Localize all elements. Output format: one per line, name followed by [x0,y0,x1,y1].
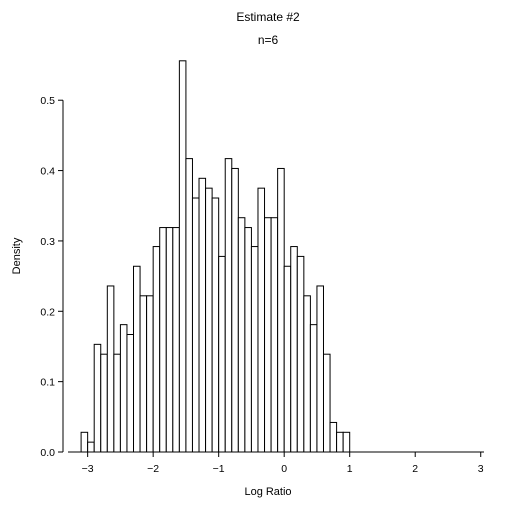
histogram-bar [165,227,174,453]
x-tick-label: 3 [478,463,484,475]
x-axis: −3 −2 −1 0 1 2 3 [68,451,484,475]
histogram-bar [270,217,279,453]
histogram-bar [80,431,89,453]
y-tick-label: 0.5 [40,95,55,107]
histogram-bar [146,295,154,453]
histogram-bar [178,60,187,453]
histogram-bar [113,353,121,453]
histogram-bar [126,334,135,453]
histogram-bar [296,255,305,453]
x-tick-label: 1 [347,463,353,475]
histogram-bar [257,187,266,453]
histogram-bar [211,197,220,453]
y-tick-label: 0.2 [40,306,55,318]
histogram-bar [237,217,246,453]
histogram-bar [198,177,207,453]
x-tick-label: −2 [147,463,159,475]
x-tick-label: −1 [213,463,225,475]
y-tick-label: 0.1 [40,377,55,389]
histogram-bar [336,431,344,453]
x-tick-label: 0 [281,463,287,475]
x-axis-label: Log Ratio [244,486,291,498]
histogram-bar [133,265,141,453]
histogram-bar [191,197,200,453]
histogram-bar [303,295,311,453]
histogram-bar [100,353,108,453]
y-tick-label: 0.4 [40,166,55,178]
x-tick-label: 2 [412,463,418,475]
histogram-bar [218,255,226,453]
histogram-bar [309,324,318,453]
chart-title: Estimate #2 [236,10,300,24]
histogram-bar [323,353,331,453]
histogram-bar [93,343,102,453]
histogram-bar [316,285,324,453]
histogram-bar [172,227,180,453]
histogram-bar [231,167,239,453]
histogram-bar [139,295,148,453]
chart-subtitle: n=6 [258,33,279,47]
histogram-bar [159,227,167,453]
bars-group [80,60,351,453]
histogram-bar [224,158,233,453]
histogram-bar [152,246,161,453]
y-tick-label: 0.3 [40,236,55,248]
histogram-bar [264,217,272,453]
histogram-bar [87,441,95,453]
histogram-bar [185,158,193,453]
y-axis-label: Density [11,237,23,274]
histogram-bar [106,285,115,453]
histogram-bar [329,421,338,453]
histogram-bar [342,431,351,453]
histogram-bar [244,227,252,453]
histogram-bar [119,324,128,453]
histogram-bar [290,246,298,453]
histogram-bar [205,187,213,453]
y-tick-label: 0.0 [40,447,55,459]
x-tick-label: −3 [82,463,94,475]
histogram-bar [277,167,285,453]
y-axis: 0.0 0.1 0.2 0.3 0.4 0.5 [40,95,64,459]
histogram-bar [283,265,292,453]
histogram-bar [250,246,259,453]
